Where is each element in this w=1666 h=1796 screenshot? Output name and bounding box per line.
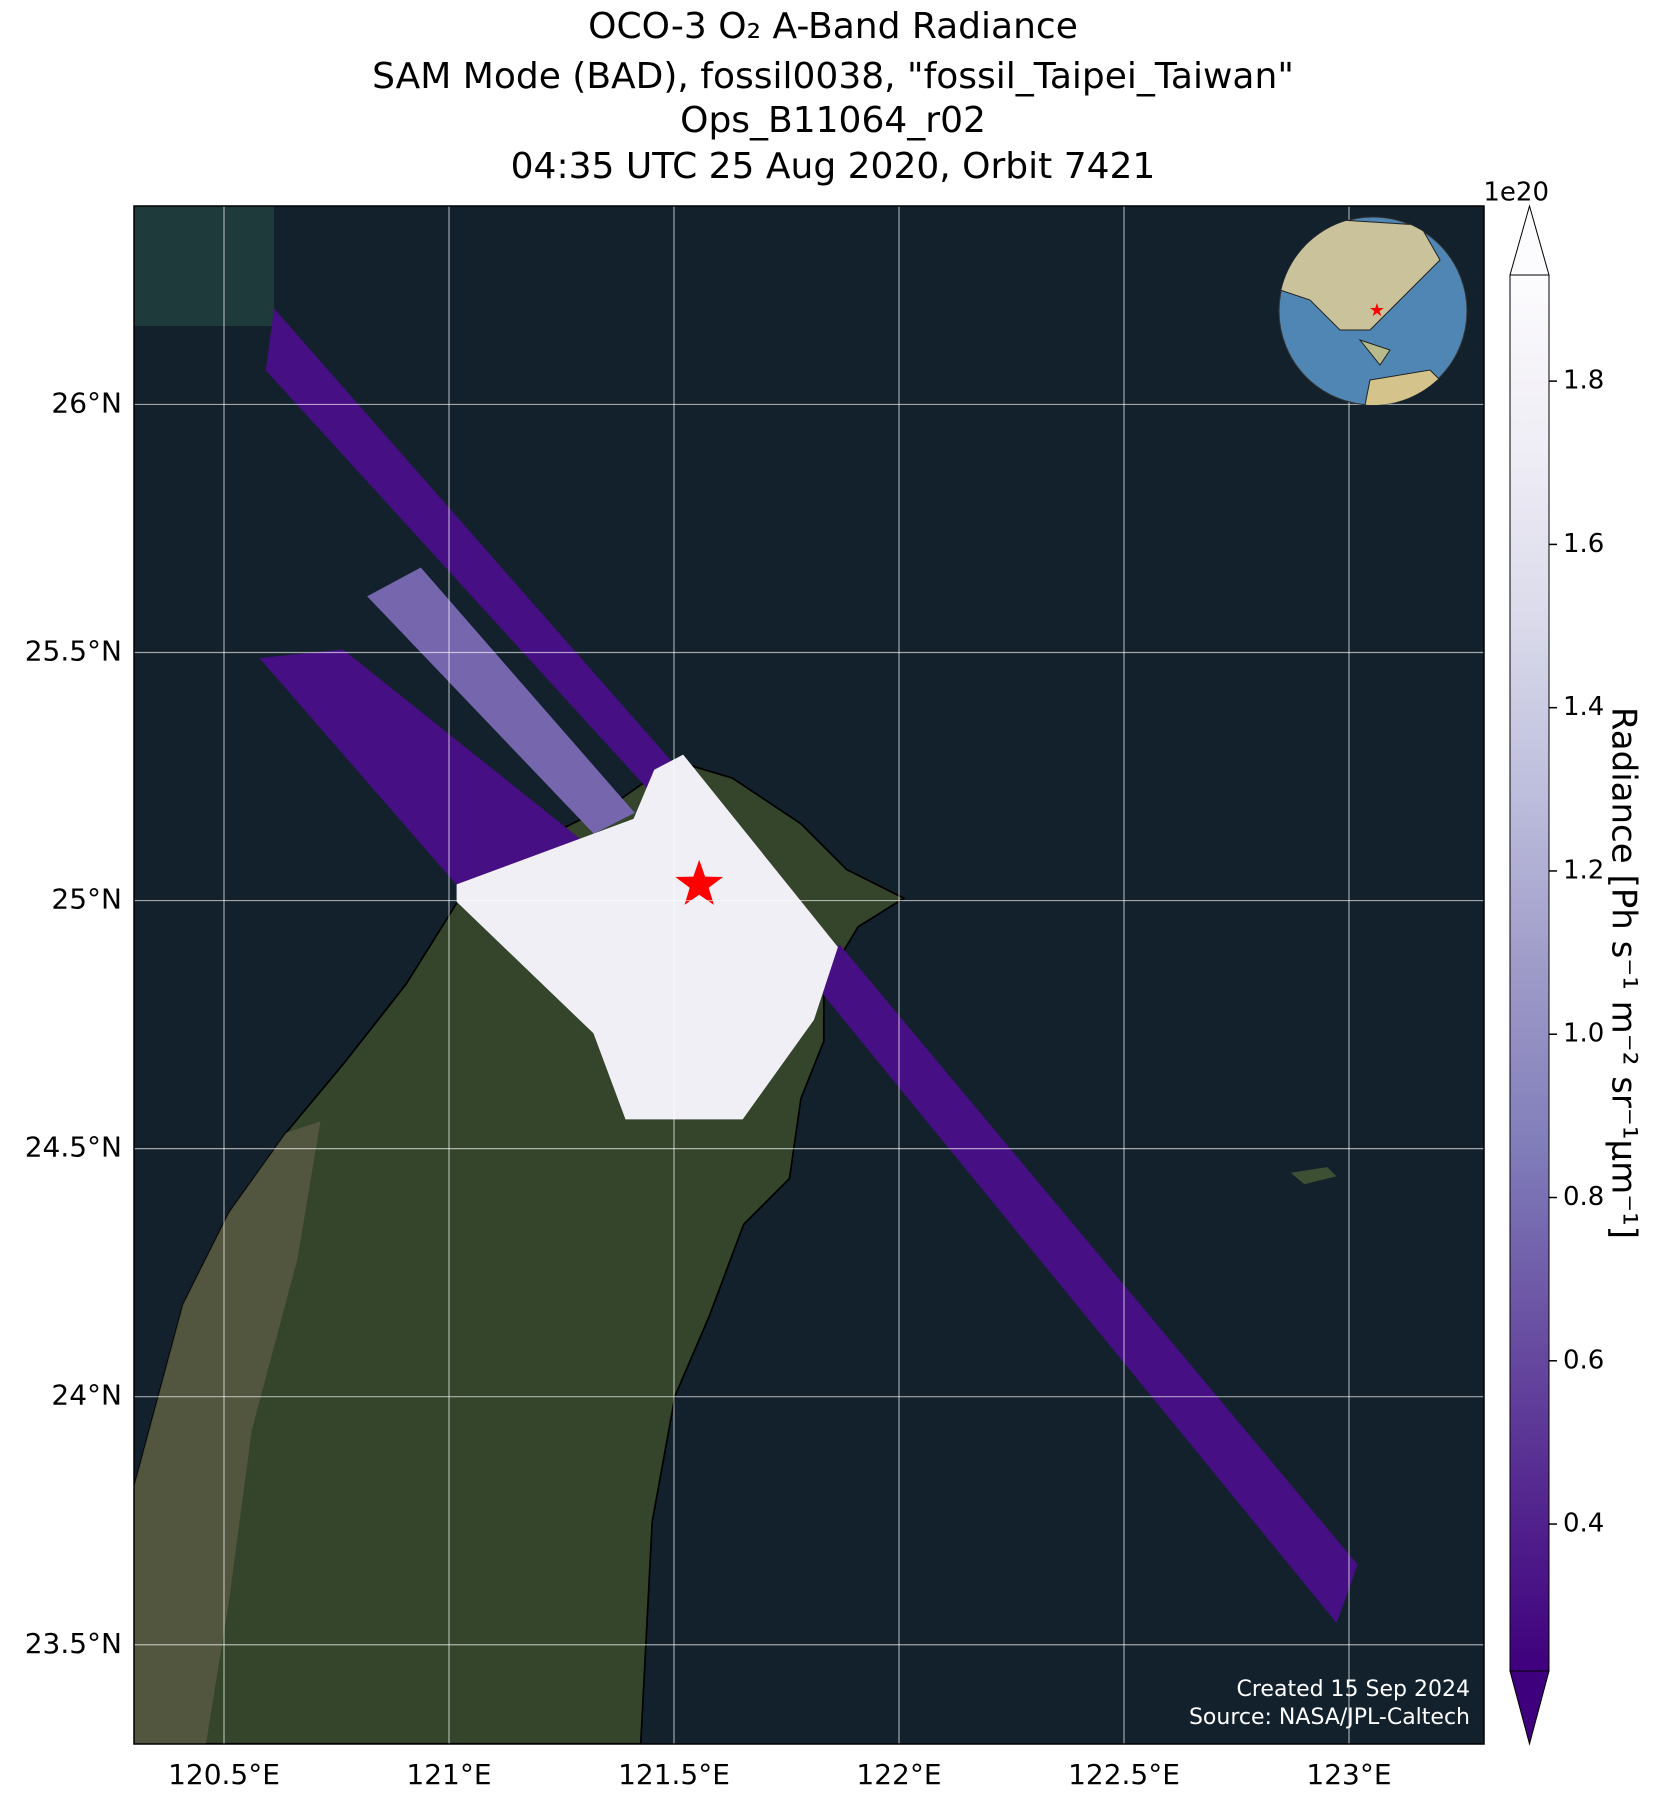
colorbar-exponent: 1e20	[1483, 178, 1549, 208]
x-tick-label: 121.5°E	[618, 1758, 730, 1791]
land-lowland	[134, 1121, 321, 1744]
x-tick-label: 123°E	[1306, 1758, 1391, 1791]
x-tick-label: 121°E	[406, 1758, 491, 1791]
colorbar-tick-label: 0.8	[1563, 1182, 1604, 1212]
y-tick-label: 23.5°N	[25, 1627, 122, 1660]
title: Ops_B11064_r02	[680, 100, 986, 141]
coastal-water	[134, 206, 274, 326]
colorbar-tick-label: 1.6	[1563, 529, 1604, 559]
y-tick-label: 24°N	[51, 1379, 122, 1412]
y-tick-label: 24.5°N	[25, 1131, 122, 1164]
title: SAM Mode (BAD), fossil0038, "fossil_Taip…	[372, 56, 1294, 97]
globe-site-marker: ★	[1369, 300, 1385, 321]
y-tick-label: 26°N	[51, 386, 122, 419]
colorbar-tick-label: 1.0	[1563, 1019, 1604, 1049]
globe-land	[1279, 219, 1441, 331]
colorbar-tick-label: 0.4	[1563, 1509, 1604, 1539]
plot-area	[134, 206, 1484, 1744]
colorbar-tick-label: 1.2	[1563, 855, 1604, 885]
colorbar-extend-low	[1509, 1670, 1550, 1746]
x-tick-label: 122°E	[856, 1758, 941, 1791]
site-marker	[675, 859, 723, 905]
footer: Created 15 Sep 2024	[1237, 1677, 1471, 1702]
x-tick-label: 120.5°E	[168, 1758, 280, 1791]
colorbar-tick-label: 1.8	[1563, 366, 1604, 396]
colorbar-tick-label: 0.6	[1563, 1345, 1604, 1375]
colorbar-tick-label: 1.4	[1563, 692, 1604, 722]
colorbar-label: Radiance [Ph s⁻¹ m⁻² sr⁻¹μm⁻¹]	[1604, 707, 1644, 1239]
colorbar-gradient	[1509, 274, 1550, 1672]
globe-land	[1358, 338, 1391, 366]
swath	[456, 754, 838, 1120]
colorbar: 0.4 0.6 0.8 1.0 1.2 1.4 1.6 1.8 1e20 Radiance [Ph…	[1483, 178, 1644, 1746]
title: OCO-3 O₂ A-Band Radiance	[588, 6, 1078, 47]
y-tick-label: 25°N	[51, 883, 122, 916]
title: 04:35 UTC 25 Aug 2020, Orbit 7421	[511, 146, 1156, 187]
inset-globe: ★	[1278, 216, 1468, 406]
swath	[367, 567, 635, 834]
frame	[133, 205, 1485, 1745]
y-tick-label: 25.5°N	[25, 635, 122, 668]
island	[1290, 1167, 1337, 1185]
x-tick-label: 122.5°E	[1068, 1758, 1180, 1791]
colorbar-extend-high	[1509, 204, 1550, 276]
footer: Source: NASA/JPL-Caltech	[1189, 1705, 1470, 1730]
